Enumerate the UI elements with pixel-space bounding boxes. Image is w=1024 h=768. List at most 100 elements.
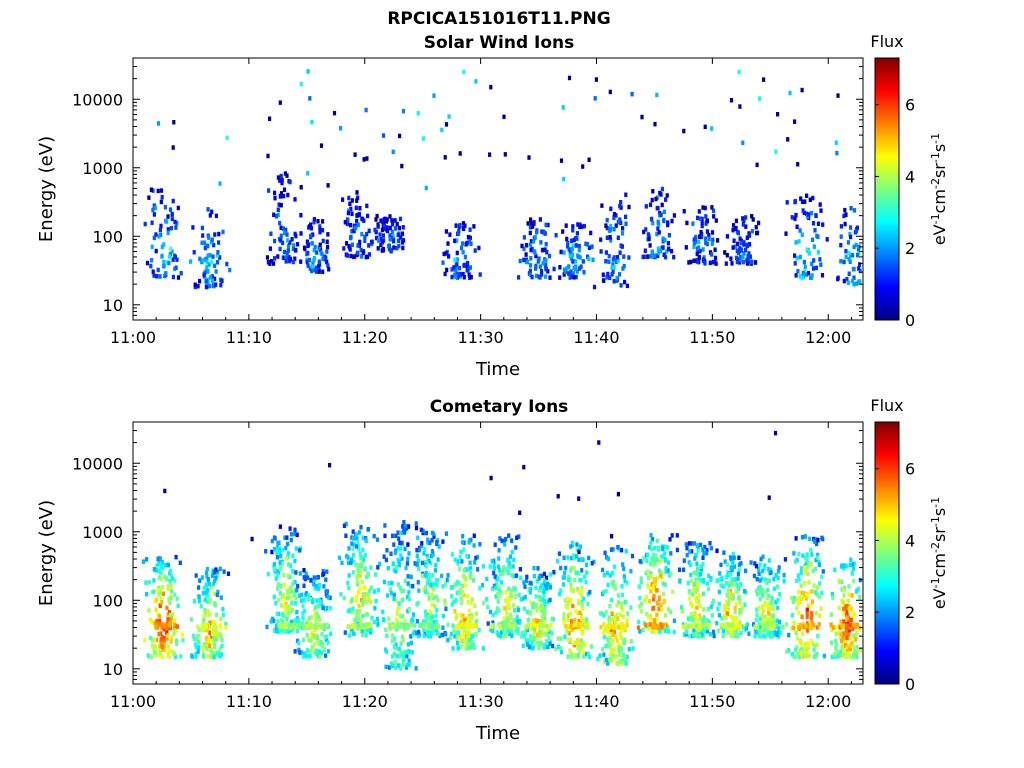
flux-cell-729 bbox=[353, 620, 357, 625]
flux-cell-266 bbox=[326, 263, 330, 268]
flux-cell-1069 bbox=[655, 92, 659, 98]
flux-cell-1064 bbox=[428, 580, 432, 585]
flux-cell-26 bbox=[174, 654, 178, 660]
flux-cell-1486 bbox=[491, 612, 495, 618]
flux-cell-62 bbox=[162, 259, 166, 265]
flux-cell-286 bbox=[360, 231, 364, 237]
flux-cell-524 bbox=[324, 577, 328, 582]
flux-cell-1365 bbox=[473, 622, 477, 627]
flux-cell-1737 bbox=[575, 547, 579, 552]
flux-cell-2889 bbox=[805, 592, 809, 598]
flux-cell-1848 bbox=[565, 629, 569, 634]
flux-cell-502 bbox=[539, 240, 543, 245]
flux-cell-1621 bbox=[525, 609, 529, 614]
flux-cell-783 bbox=[360, 579, 364, 585]
flux-cell-543 bbox=[321, 568, 325, 574]
flux-cell-351 bbox=[289, 532, 293, 537]
flux-cell-2461 bbox=[731, 630, 736, 635]
flux-cell-2096 bbox=[648, 545, 652, 550]
flux-cell-2396 bbox=[689, 624, 693, 629]
flux-cell-2991 bbox=[834, 631, 838, 636]
flux-cell-592 bbox=[566, 244, 570, 249]
flux-cell-2856 bbox=[804, 562, 808, 567]
flux-cell-1269 bbox=[475, 554, 480, 560]
flux-cell-806 bbox=[365, 595, 369, 601]
flux-cell-1606 bbox=[531, 604, 535, 610]
flux-cell-94 bbox=[171, 612, 175, 617]
flux-cell-2813 bbox=[821, 569, 825, 574]
flux-cell-738 bbox=[670, 218, 674, 224]
flux-cell-2924 bbox=[856, 586, 860, 592]
flux-cell-1519 bbox=[514, 629, 518, 634]
flux-cell-2172 bbox=[666, 624, 670, 630]
flux-cell-98 bbox=[154, 607, 158, 612]
flux-cell-634 bbox=[616, 258, 620, 263]
flux-cell-80 bbox=[144, 580, 148, 585]
flux-cell-819 bbox=[374, 598, 378, 604]
flux-cell-2617 bbox=[772, 613, 776, 618]
flux-cell-1655 bbox=[537, 630, 541, 636]
flux-cell-2213 bbox=[646, 552, 650, 557]
cometary-spectrogram bbox=[141, 430, 863, 671]
flux-cell-1335 bbox=[471, 578, 475, 583]
flux-cell-911 bbox=[820, 273, 825, 278]
flux-cell-188 bbox=[285, 173, 289, 178]
flux-cell-470 bbox=[278, 560, 282, 565]
flux-cell-1675 bbox=[527, 617, 531, 623]
flux-cell-2829 bbox=[791, 599, 795, 604]
flux-cell-1080 bbox=[788, 90, 792, 96]
flux-cell-816 bbox=[707, 233, 711, 238]
flux-cell-2234 bbox=[660, 624, 664, 630]
flux-cell-901 bbox=[746, 256, 750, 261]
flux-cell-427 bbox=[446, 241, 450, 246]
flux-cell-2695 bbox=[765, 628, 769, 633]
flux-cell-1079 bbox=[425, 553, 429, 559]
flux-cell-388 bbox=[397, 225, 401, 231]
flux-cell-2202 bbox=[647, 614, 651, 619]
flux-cell-813 bbox=[355, 614, 359, 619]
flux-cell-2552 bbox=[736, 571, 740, 577]
flux-cell-2614 bbox=[776, 569, 780, 574]
flux-cell-435 bbox=[453, 238, 457, 244]
flux-cell-1557 bbox=[543, 617, 547, 623]
flux-cell-1641 bbox=[547, 635, 551, 640]
flux-cell-715 bbox=[644, 227, 648, 232]
flux-cell-357 bbox=[390, 218, 394, 223]
flux-cell-1883 bbox=[566, 624, 570, 630]
flux-cell-2339 bbox=[710, 613, 714, 618]
flux-cell-1867 bbox=[570, 654, 574, 659]
flux-cell-189 bbox=[210, 647, 214, 652]
flux-cell-1504 bbox=[497, 593, 501, 599]
flux-cell-882 bbox=[747, 242, 752, 247]
flux-cell-801 bbox=[687, 260, 691, 265]
flux-cell-1522 bbox=[508, 615, 512, 621]
flux-cell-2806 bbox=[785, 622, 789, 627]
flux-cell-533 bbox=[301, 615, 305, 621]
flux-cell-2188 bbox=[658, 568, 662, 573]
flux-cell-2503 bbox=[730, 577, 735, 582]
flux-cell-225 bbox=[203, 643, 207, 648]
flux-cell-2061 bbox=[608, 623, 612, 629]
flux-cell-2155 bbox=[672, 618, 676, 623]
flux-cell-177 bbox=[201, 591, 205, 596]
flux-cell-217 bbox=[199, 604, 203, 609]
flux-cell-730 bbox=[667, 233, 671, 238]
flux-cell-270 bbox=[214, 567, 218, 572]
flux-cell-2407 bbox=[681, 624, 685, 630]
flux-cell-2819 bbox=[794, 630, 798, 636]
flux-cell-1071 bbox=[836, 93, 840, 98]
flux-cell-2501 bbox=[737, 567, 741, 572]
flux-cell-827 bbox=[711, 259, 715, 265]
flux-cell-2694 bbox=[777, 565, 781, 570]
flux-cell-3036 bbox=[842, 636, 846, 641]
flux-cell-247 bbox=[197, 599, 201, 604]
flux-cell-947 bbox=[401, 637, 405, 643]
flux-cell-44 bbox=[151, 637, 155, 643]
flux-cell-289 bbox=[345, 241, 349, 246]
flux-cell-1049 bbox=[416, 633, 420, 639]
flux-cell-2846 bbox=[814, 611, 818, 616]
flux-cell-1100 bbox=[608, 89, 612, 95]
flux-cell-114 bbox=[203, 245, 207, 251]
flux-cell-61 bbox=[148, 635, 153, 641]
flux-cell-679 bbox=[615, 255, 620, 260]
